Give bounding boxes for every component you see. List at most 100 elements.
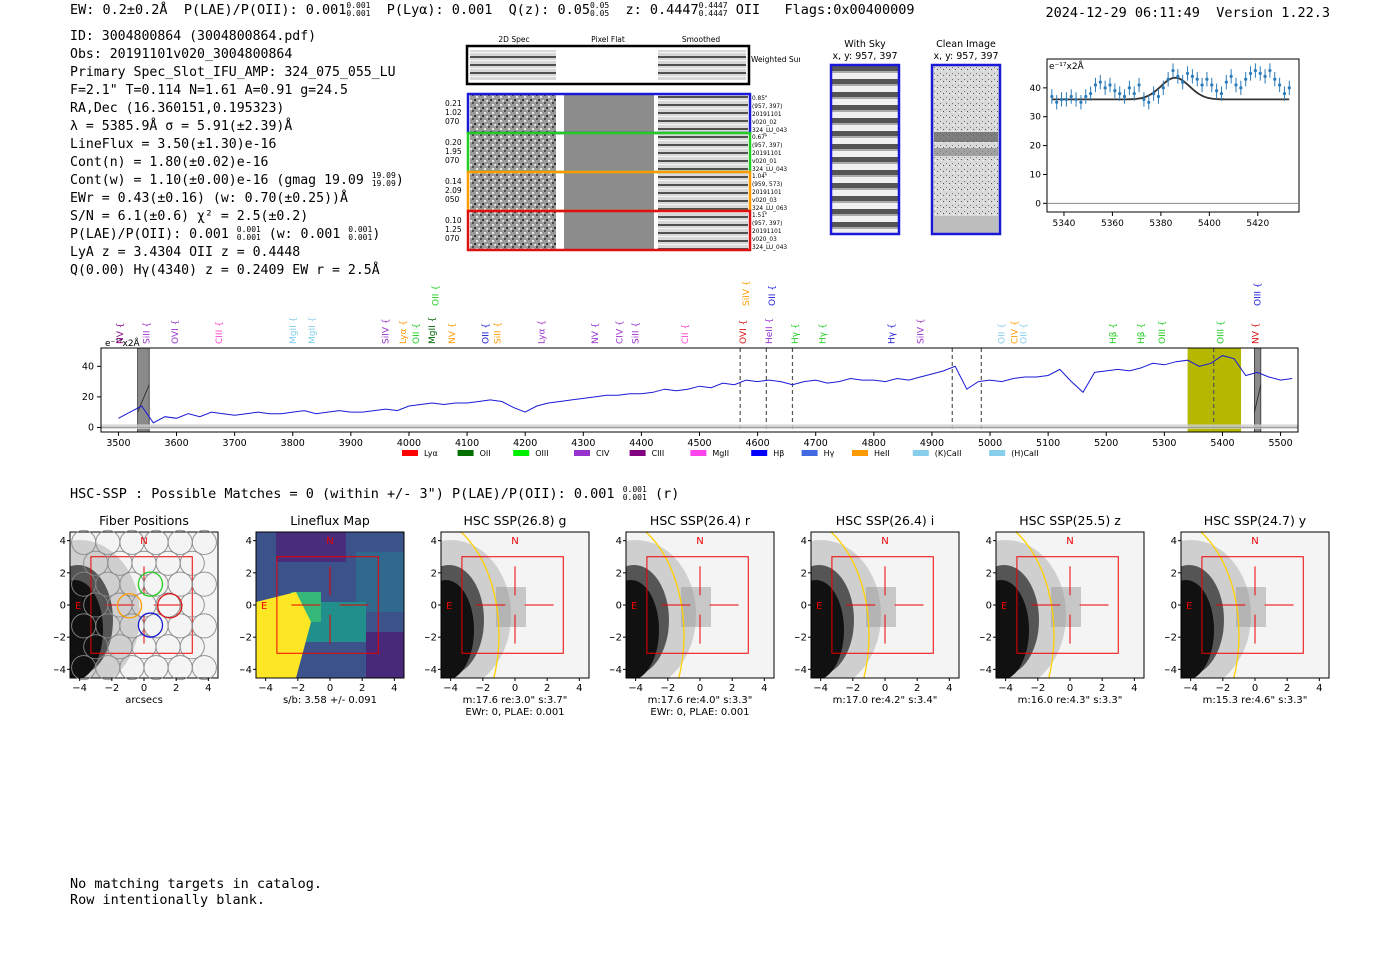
- panel-image: [811, 532, 959, 678]
- header-ew: EW: 0.2±0.2Å: [70, 2, 168, 18]
- panel-title: Fiber Positions: [99, 513, 189, 528]
- panel-image: [256, 532, 404, 678]
- cutout-right-value: v020_03: [752, 237, 777, 243]
- legend-swatch: [989, 450, 1006, 456]
- line-label: OIII {: [1158, 320, 1168, 344]
- zoom-data-point: [1118, 92, 1122, 96]
- line-label: NV {: [116, 323, 126, 344]
- y-tick-label: 2: [616, 568, 622, 579]
- zoom-data-point: [1084, 94, 1088, 99]
- x-tick-label: −2: [660, 683, 675, 694]
- full-unit-label: e⁻¹⁷x2Å: [105, 337, 141, 349]
- zoom-fit-curve: [1051, 76, 1290, 101]
- x-tick-label: 0: [327, 683, 333, 694]
- sky-images: With Sky x, y: 957, 397 Clean Image x, y…: [829, 39, 1002, 236]
- zoom-data-point: [1171, 68, 1175, 73]
- zoom-data-point: [1176, 74, 1180, 78]
- line-label: SiIV {: [382, 318, 392, 344]
- line-label: OII {: [998, 323, 1008, 344]
- y-tick-label: −2: [240, 633, 252, 644]
- full-x-tick-label: 4500: [687, 438, 711, 449]
- y-tick-label: −4: [240, 665, 252, 676]
- zoom-data-point: [1113, 89, 1117, 93]
- x-tick-label: 4: [761, 683, 767, 694]
- y-tick-label: 0: [801, 601, 807, 612]
- info-fit: F=2.1" T=0.114 N=1.61 A=0.91 g=24.5: [70, 83, 348, 98]
- panel-hsc: HSC SSP(26.4) i N E −4 −2 0 2 4 4 2 0 −2 −4 m:17.0 re…: [795, 513, 960, 706]
- masked-band-hatch: [1254, 384, 1262, 413]
- zoom-x-tick-label: 5360: [1101, 219, 1124, 229]
- cutout-left-value: 070: [445, 156, 460, 165]
- legend-label: MgII: [712, 449, 729, 458]
- line-label: MgII {: [308, 317, 318, 344]
- full-x-tick-label: 3500: [106, 438, 130, 449]
- y-tick-label: −2: [980, 633, 992, 644]
- cutout-flat-image: [564, 134, 654, 171]
- cutout-left-value: 050: [445, 195, 460, 204]
- panel-caption: m:16.0 re:4.3" s:3.3": [1018, 695, 1123, 706]
- cutout-right-value: 20191101: [752, 151, 782, 157]
- x-tick-label: −4: [813, 683, 828, 694]
- legend-swatch: [912, 450, 929, 456]
- north-label: N: [1066, 536, 1073, 547]
- header-qz: Q(z): 0.05: [508, 2, 590, 18]
- x-tick-label: 2: [1099, 683, 1105, 694]
- col-flat-label: Pixel Flat: [591, 35, 625, 44]
- col-smooth-label: Smoothed: [682, 35, 721, 44]
- line-label: SiIV {: [916, 318, 926, 344]
- line-label: MgII {: [428, 317, 438, 344]
- x-tick-label: 4: [946, 683, 952, 694]
- x-tick-label: 0: [1252, 683, 1258, 694]
- full-x-tick-label: 5300: [1152, 438, 1176, 449]
- weighted-sum-label: Weighted Sum: [751, 55, 800, 64]
- header-summary: EW: 0.2±0.2Å P(LAE)/P(OII): 0.0010.001 0.…: [70, 2, 915, 19]
- zoom-data-point: [1253, 68, 1257, 73]
- panel-caption: m:17.6 re:4.0" s:3.3": [648, 695, 753, 706]
- zoom-data-point: [1147, 100, 1151, 104]
- zoom-data-point: [1282, 92, 1287, 96]
- cutout-right-value: v020_01: [752, 159, 777, 165]
- y-tick-label: 4: [246, 536, 252, 547]
- info-sn: S/N = 6.1(±0.6) χ² = 2.5(±0.2): [70, 209, 309, 224]
- line-label: SiII {: [142, 322, 152, 344]
- cutout-right-value: (957, 397): [752, 104, 782, 110]
- north-label: N: [1251, 536, 1258, 547]
- fiber-circle: [191, 655, 217, 681]
- info-cont-n: Cont(n) = 1.80(±0.02)e-16: [70, 155, 269, 170]
- full-x-tick-label: 3800: [281, 438, 305, 449]
- x-tick-label: 2: [359, 683, 365, 694]
- zoom-data-point: [1166, 77, 1170, 81]
- clean-image: [930, 63, 1002, 236]
- east-label: E: [816, 601, 822, 612]
- detection-info: ID: 3004800864 (3004800864.pdf) Obs: 201…: [70, 28, 404, 280]
- zoom-data-point: [1050, 94, 1054, 99]
- x-tick-label: 4: [205, 683, 211, 694]
- full-x-tick-label: 5000: [978, 438, 1002, 449]
- zoom-x-tick-label: 5340: [1053, 219, 1076, 229]
- catalog-note-line1: No matching targets in catalog.: [70, 876, 322, 892]
- header-plae: P(LAE)/P(OII): 0.001: [183, 2, 347, 18]
- fiber-orange: [116, 593, 143, 619]
- zoom-x-tick-label: 5380: [1149, 219, 1172, 229]
- full-x-tick-label: 5100: [1036, 438, 1060, 449]
- cutout-smooth-image: [658, 95, 748, 132]
- cutout-left-value: 0.14: [445, 177, 462, 186]
- zoom-data-point: [1273, 77, 1277, 81]
- panel-caption: arcsecs: [125, 695, 163, 706]
- panel-lineflux: Lineflux Map N E −4 −2 0 2 4 4 2 0 −2 −4 s/b: 3.58 +/…: [240, 513, 405, 706]
- zoom-data-point: [1122, 94, 1127, 99]
- zoom-data-point: [1244, 77, 1248, 81]
- x-tick-label: 4: [1316, 683, 1322, 694]
- info-obs: Obs: 20191101v020_3004800864: [70, 47, 293, 62]
- zoom-data-point: [1079, 100, 1083, 104]
- zoom-data-point: [1190, 74, 1194, 78]
- zoom-frame: [1046, 58, 1300, 213]
- y-tick-label: −2: [795, 633, 807, 644]
- zoom-data-point: [1278, 83, 1282, 87]
- aperture-box: [90, 556, 193, 654]
- legend-swatch: [629, 450, 646, 456]
- zoom-data-point: [1219, 92, 1224, 96]
- x-tick-label: 4: [576, 683, 582, 694]
- full-x-tick-label: 4600: [746, 438, 770, 449]
